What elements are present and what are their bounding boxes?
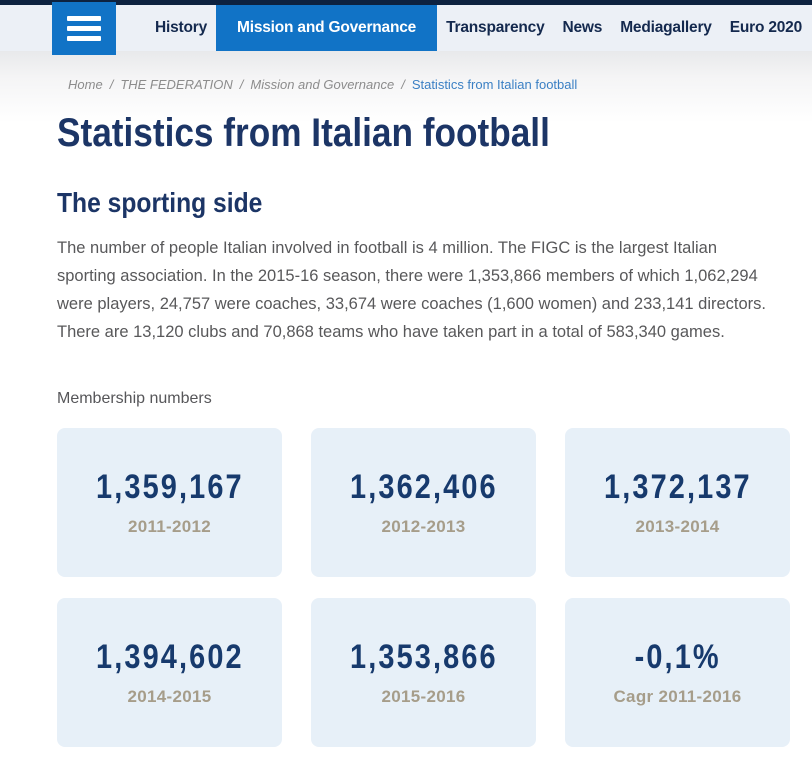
breadcrumb-separator: / xyxy=(239,77,244,92)
menu-icon xyxy=(67,16,101,21)
breadcrumb-link[interactable]: Mission and Governance xyxy=(250,77,395,92)
stat-value: 1,362,406 xyxy=(349,468,498,506)
stat-period: 2014-2015 xyxy=(127,687,212,706)
stat-card: 1,394,602 2014-2015 xyxy=(57,598,282,747)
nav-item-label: Mission and Governance xyxy=(237,19,417,36)
nav-item-label: Euro 2020 xyxy=(729,19,803,36)
stat-card: 1,359,167 2011-2012 xyxy=(57,428,282,577)
page-title-text: Statistics from Italian football xyxy=(57,111,550,155)
stat-value: -0,1% xyxy=(634,638,721,676)
stat-period: 2013-2014 xyxy=(635,517,720,536)
stat-value: 1,353,866 xyxy=(349,638,498,676)
main-navbar: History Mission and Governance Transparenc… xyxy=(0,2,812,55)
menu-icon xyxy=(67,26,101,31)
nav-item-euro-2020[interactable]: Euro 2020 xyxy=(721,5,811,51)
nav-item-label: Transparency xyxy=(446,19,545,36)
stat-period: 2012-2013 xyxy=(381,517,466,536)
nav-item-news[interactable]: News xyxy=(554,5,612,51)
section-heading: The sporting side xyxy=(57,187,790,219)
nav-item-mediagallery[interactable]: Mediagallery xyxy=(611,5,721,51)
menu-icon xyxy=(67,36,101,41)
stat-period: Cagr 2011-2016 xyxy=(613,687,742,706)
page-body: Home / THE FEDERATION / Mission and Governan… xyxy=(0,51,812,769)
stat-card: 1,353,866 2015-2016 xyxy=(311,598,536,747)
stat-value: 1,394,602 xyxy=(95,638,244,676)
nav-item-label: News xyxy=(562,19,603,36)
stat-period: 2015-2016 xyxy=(381,687,466,706)
menu-button[interactable] xyxy=(52,2,116,55)
stat-card: -0,1% Cagr 2011-2016 xyxy=(565,598,790,747)
nav-item-label: Mediagallery xyxy=(620,19,712,36)
top-strip xyxy=(0,0,812,5)
membership-cards: 1,359,167 2011-2012 1,362,406 2012-2013 1,37… xyxy=(57,428,790,747)
breadcrumb-link[interactable]: Home xyxy=(68,77,103,92)
main-nav: History Mission and Governance Transparenc… xyxy=(146,5,812,51)
breadcrumb-separator: / xyxy=(109,77,114,92)
nav-item-mission-and-governance[interactable]: Mission and Governance xyxy=(216,5,438,51)
nav-item-transparency[interactable]: Transparency xyxy=(437,5,553,51)
stat-card: 1,372,137 2013-2014 xyxy=(565,428,790,577)
section-heading-text: The sporting side xyxy=(57,187,263,218)
membership-label: Membership numbers xyxy=(57,390,212,407)
stat-value: 1,359,167 xyxy=(95,468,244,506)
stat-card: 1,362,406 2012-2013 xyxy=(311,428,536,577)
page-title: Statistics from Italian football xyxy=(57,112,790,154)
stat-value: 1,372,137 xyxy=(603,468,752,506)
nav-item-history[interactable]: History xyxy=(146,5,216,51)
breadcrumb-current: Statistics from Italian football xyxy=(411,77,578,92)
breadcrumb-separator: / xyxy=(401,77,405,92)
nav-item-label: History xyxy=(155,19,208,36)
section-paragraph: The number of people Italian involved in… xyxy=(57,239,767,341)
stat-period: 2011-2012 xyxy=(127,517,212,536)
breadcrumb-link[interactable]: THE FEDERATION xyxy=(120,77,233,92)
breadcrumb: Home / THE FEDERATION / Mission and Governan… xyxy=(68,51,790,92)
